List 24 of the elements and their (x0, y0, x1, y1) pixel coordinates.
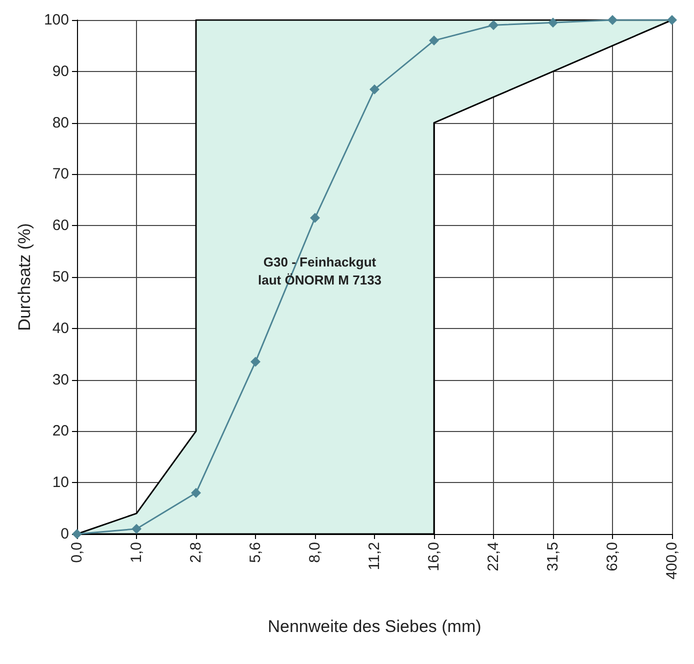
x-tick-label: 2,8 (188, 542, 204, 563)
y-tick-label: 20 (52, 422, 69, 440)
y-axis-title: Durchsatz (%) (15, 223, 34, 331)
x-tick-label: 400,0 (664, 542, 680, 580)
x-tick-label: 31,5 (544, 542, 562, 572)
x-axis-title: Nennweite des Siebes (mm) (268, 617, 482, 636)
y-tick-label: 10 (52, 474, 69, 492)
y-tick-label: 90 (52, 62, 69, 80)
x-tick-label: 22,4 (485, 542, 502, 572)
y-tick-label: 100 (44, 12, 69, 28)
y-tick-label: 30 (52, 371, 69, 388)
x-tick-label: 11,2 (366, 542, 383, 570)
y-tick-label: 80 (52, 114, 69, 132)
y-tick-label: 70 (52, 166, 69, 183)
y-tick-label: 50 (52, 268, 69, 286)
y-tick-label: 0 (60, 526, 69, 542)
x-tick-label: 0,0 (68, 542, 86, 563)
x-tick-label: 8,0 (306, 542, 324, 563)
x-tick-label: 16,0 (426, 542, 442, 572)
y-tick-label: 40 (52, 320, 69, 337)
x-tick-label: 63,0 (604, 542, 621, 572)
x-tick-label: 1,0 (128, 542, 145, 563)
y-tick-label: 60 (52, 217, 69, 234)
x-tick-label: 5,6 (247, 542, 264, 563)
